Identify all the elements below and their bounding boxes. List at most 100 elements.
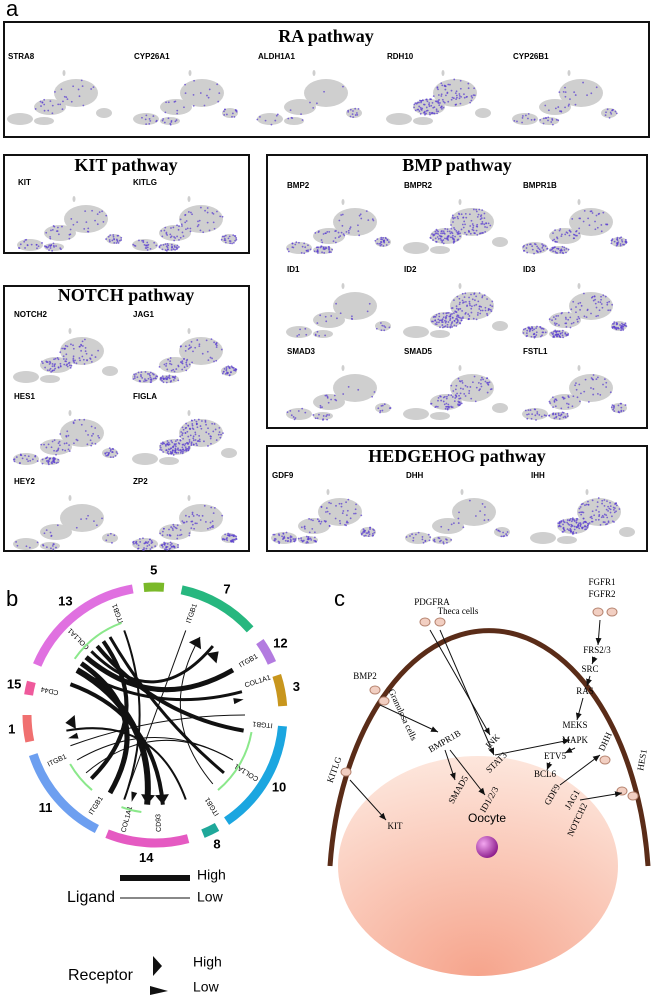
expression-dot xyxy=(324,315,327,318)
expression-dot xyxy=(424,113,426,116)
expression-dot xyxy=(451,214,454,217)
expression-dot xyxy=(425,98,428,101)
expression-dot xyxy=(168,377,171,380)
expression-dot xyxy=(447,311,450,314)
expression-dot xyxy=(60,248,62,251)
cluster xyxy=(333,374,377,402)
expression-dot xyxy=(70,218,73,220)
expression-dot xyxy=(441,324,444,326)
expression-dot xyxy=(469,101,472,104)
expression-dot xyxy=(566,521,569,524)
expression-dot xyxy=(185,449,187,452)
expression-dot xyxy=(175,119,178,121)
expression-dot xyxy=(486,298,488,300)
expression-dot xyxy=(62,100,64,103)
sector-number: 12 xyxy=(273,636,287,651)
expression-dot xyxy=(616,322,619,325)
expression-dot xyxy=(179,448,182,451)
expression-dot xyxy=(309,101,311,104)
expression-dot xyxy=(56,230,59,232)
expression-dot xyxy=(29,459,32,462)
expression-dot xyxy=(584,378,587,381)
expression-dot xyxy=(360,532,363,535)
expression-dot xyxy=(176,534,179,537)
expression-dot xyxy=(453,400,456,403)
expression-dot xyxy=(184,432,187,434)
expression-dot xyxy=(70,364,73,367)
gene-label: SMAD3 xyxy=(287,347,316,356)
expression-dot xyxy=(368,533,371,536)
expression-dot xyxy=(606,303,609,306)
expression-dot xyxy=(613,509,615,511)
cluster xyxy=(304,79,348,107)
expression-dot xyxy=(446,541,448,544)
expression-dot xyxy=(558,324,560,327)
expression-dot xyxy=(573,528,576,531)
expression-dot xyxy=(136,376,139,379)
expression-dot xyxy=(442,542,445,545)
expression-dot xyxy=(13,458,16,461)
expression-dot xyxy=(469,225,472,227)
expression-dot xyxy=(435,110,438,112)
expression-dot xyxy=(585,316,588,319)
expression-dot xyxy=(349,226,352,229)
expression-dot xyxy=(435,240,437,243)
expression-dot xyxy=(454,235,456,238)
expression-dot xyxy=(331,248,334,251)
expression-dot xyxy=(172,523,175,526)
expression-dot xyxy=(81,340,84,343)
arrow xyxy=(494,738,571,756)
expression-dot xyxy=(182,235,185,238)
expression-dot xyxy=(143,380,145,383)
expression-dot xyxy=(354,508,357,511)
expression-dot xyxy=(435,321,438,324)
umap-plot xyxy=(403,283,508,338)
expression-dot xyxy=(605,111,607,114)
expression-dot xyxy=(580,526,583,529)
expression-dot xyxy=(145,547,148,550)
chord xyxy=(108,636,225,774)
expression-dot xyxy=(177,364,180,367)
expression-dot xyxy=(560,520,563,523)
expression-dot xyxy=(578,507,581,510)
expression-dot xyxy=(470,397,473,400)
expression-dot xyxy=(180,223,183,226)
expression-dot xyxy=(166,440,169,442)
expression-dot xyxy=(551,319,553,322)
expression-dot xyxy=(450,224,452,226)
expression-dot xyxy=(437,94,440,96)
expression-dot xyxy=(160,377,162,380)
cluster xyxy=(585,489,589,495)
chord xyxy=(84,655,235,693)
expression-dot xyxy=(425,106,428,109)
expression-dot xyxy=(458,303,461,306)
expression-dot xyxy=(451,307,454,309)
cluster xyxy=(619,527,635,537)
expression-dot xyxy=(144,118,147,121)
expression-dot xyxy=(464,231,466,234)
expression-dot xyxy=(56,357,59,359)
expression-dot xyxy=(185,220,188,222)
expression-dot xyxy=(198,514,200,517)
expression-dot xyxy=(539,119,542,121)
expression-dot xyxy=(457,522,460,524)
expression-dot xyxy=(309,248,312,251)
expression-dot xyxy=(461,380,463,382)
expression-dot xyxy=(554,318,557,320)
expression-dot xyxy=(413,106,416,109)
expression-dot xyxy=(184,92,187,95)
expression-dot xyxy=(535,327,537,330)
expression-dot xyxy=(561,245,564,248)
expression-dot xyxy=(188,344,191,347)
expression-dot xyxy=(72,344,74,347)
expression-dot xyxy=(173,546,176,549)
expression-dot xyxy=(468,300,471,303)
expression-dot xyxy=(143,549,145,551)
expression-dot xyxy=(68,237,71,240)
expression-dot xyxy=(557,314,560,317)
expression-dot xyxy=(470,311,473,314)
expression-dot xyxy=(470,219,473,222)
expression-dot xyxy=(198,219,201,222)
expression-dot xyxy=(65,364,68,367)
expression-dot xyxy=(289,109,292,112)
